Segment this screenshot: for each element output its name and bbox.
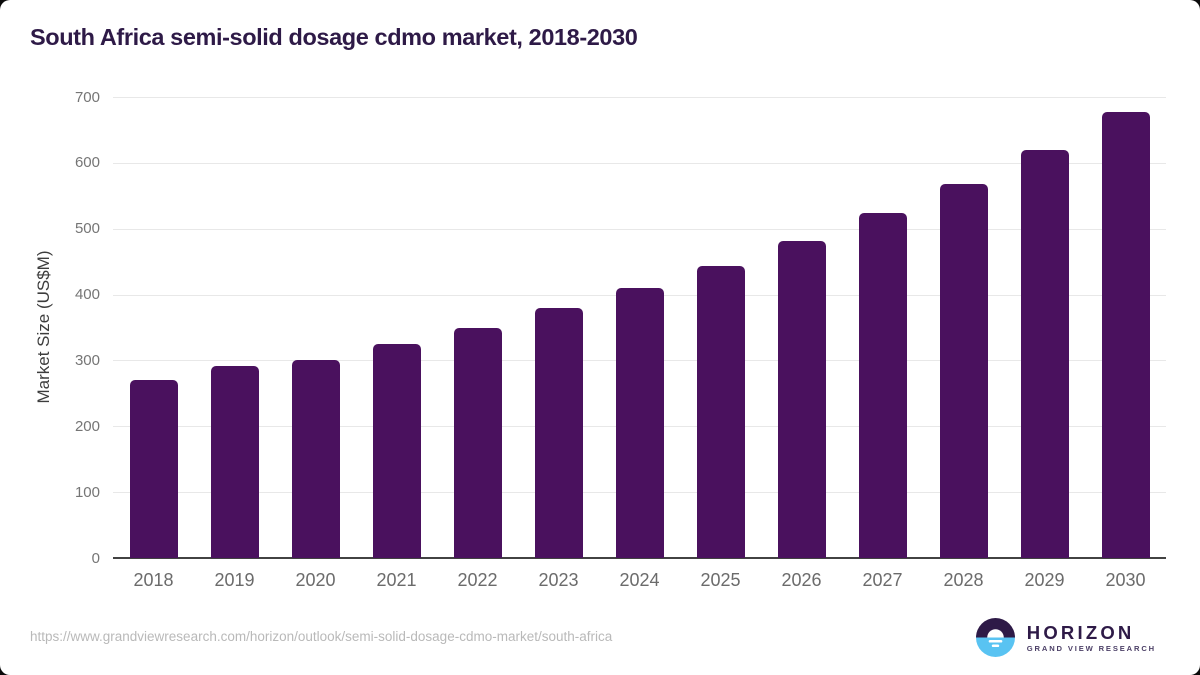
logo-name: HORIZON bbox=[1026, 621, 1135, 643]
bar-2023 bbox=[534, 307, 583, 558]
bar-2018 bbox=[129, 379, 178, 558]
x-tick-label-2018: 2018 bbox=[133, 570, 174, 590]
y-tick-label-200: 200 bbox=[74, 417, 100, 435]
x-tick-label-2019: 2019 bbox=[214, 570, 255, 590]
bar-2025 bbox=[696, 266, 745, 558]
y-tick-label-0: 0 bbox=[91, 549, 100, 567]
y-tick-label-500: 500 bbox=[74, 220, 100, 238]
bar-2027 bbox=[858, 212, 907, 558]
bar-2019 bbox=[210, 365, 259, 558]
bar-2022 bbox=[453, 328, 502, 558]
bar-2028 bbox=[939, 183, 988, 558]
bar-2030 bbox=[1101, 111, 1150, 558]
bar-2029 bbox=[1020, 150, 1069, 558]
y-tick-label-700: 700 bbox=[74, 88, 100, 106]
logo-tagline: GRAND VIEW RESEARCH bbox=[1026, 643, 1156, 653]
horizon-logo: HORIZON GRAND VIEW RESEARCH bbox=[975, 618, 1156, 657]
y-tick-label-100: 100 bbox=[74, 483, 100, 501]
source-url: https://www.grandviewresearch.com/horizo… bbox=[30, 629, 613, 644]
x-axis-line bbox=[113, 557, 1166, 559]
gridline-500 bbox=[113, 228, 1166, 230]
bar-chart-plot-area: 0 100 200 300 400 500 600 700 2018 2019 2020 2021 20… bbox=[75, 90, 1166, 590]
horizon-logo-text: HORIZON GRAND VIEW RESEARCH bbox=[1027, 623, 1156, 653]
horizon-logo-icon bbox=[975, 618, 1015, 657]
x-tick-label-2024: 2024 bbox=[619, 570, 660, 590]
x-tick-label-2021: 2021 bbox=[376, 570, 417, 590]
gridline-700 bbox=[113, 97, 1166, 98]
y-tick-label-600: 600 bbox=[74, 154, 100, 172]
bar-2021 bbox=[372, 343, 421, 558]
bar-2024 bbox=[615, 288, 664, 558]
y-tick-label-400: 400 bbox=[74, 286, 100, 304]
x-tick-label-2027: 2027 bbox=[862, 570, 903, 590]
y-axis-label: Market Size (US$M) bbox=[34, 250, 53, 404]
chart-title: South Africa semi-solid dosage cdmo mark… bbox=[30, 24, 638, 50]
y-tick-label-300: 300 bbox=[74, 351, 100, 369]
x-tick-label-2028: 2028 bbox=[943, 570, 984, 590]
x-tick-label-2029: 2029 bbox=[1024, 570, 1065, 590]
x-tick-label-2025: 2025 bbox=[700, 570, 741, 590]
gridline-600 bbox=[113, 162, 1166, 164]
x-tick-label-2022: 2022 bbox=[457, 570, 498, 590]
x-tick-label-2023: 2023 bbox=[538, 570, 579, 590]
x-tick-label-2026: 2026 bbox=[781, 570, 822, 590]
bar-2026 bbox=[777, 241, 826, 558]
x-tick-label-2020: 2020 bbox=[295, 570, 336, 590]
x-tick-label-2030: 2030 bbox=[1105, 570, 1146, 590]
bar-2020 bbox=[291, 359, 340, 558]
